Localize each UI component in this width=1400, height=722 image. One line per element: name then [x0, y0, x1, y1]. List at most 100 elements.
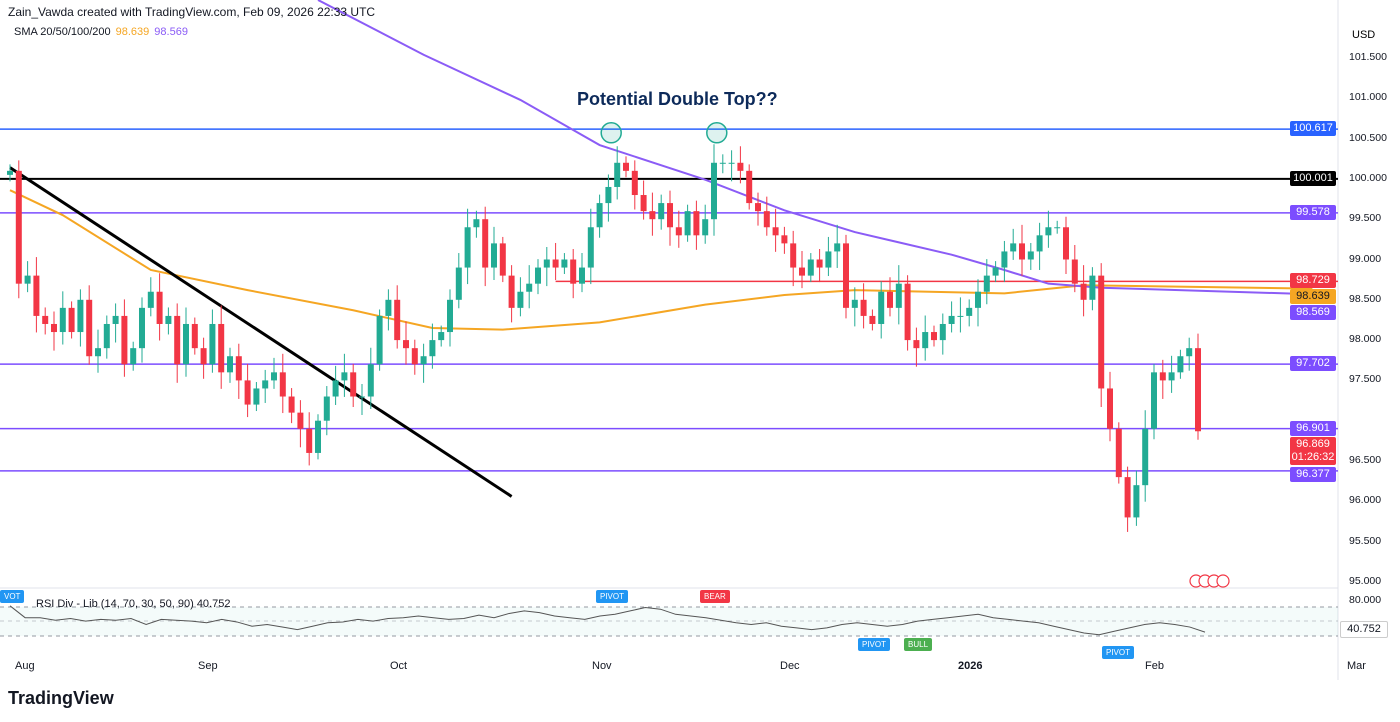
candle [323, 396, 330, 421]
sma-legend[interactable]: SMA 20/50/100/200 98.639 98.569 [14, 26, 188, 38]
candle [1177, 356, 1184, 373]
candle [376, 315, 383, 365]
candle [552, 259, 559, 268]
candle [332, 380, 339, 397]
candle [631, 170, 638, 196]
y-tick-label: 95.500 [1349, 534, 1382, 547]
candle [262, 380, 269, 389]
candle [235, 356, 242, 381]
candle [755, 203, 761, 212]
candle [1195, 348, 1201, 432]
candle [570, 259, 577, 284]
candle [420, 356, 427, 365]
x-tick-label: Sep [198, 660, 218, 672]
candle [623, 162, 629, 171]
rsi-value-label: 40.752 [1340, 621, 1388, 638]
candle [86, 299, 93, 357]
candle [183, 323, 189, 365]
candle [1151, 372, 1157, 429]
candle [253, 388, 260, 405]
candle [526, 283, 533, 292]
rsi-line [9, 605, 1206, 636]
rsi-band [0, 607, 1338, 636]
candle [1124, 477, 1131, 518]
sma-100-value: 98.639 [115, 26, 150, 38]
candle [737, 162, 744, 171]
candle [411, 348, 418, 365]
candle [913, 340, 920, 349]
candle [271, 372, 277, 381]
y-tick-label: 99.000 [1349, 252, 1382, 265]
candle [438, 332, 445, 341]
candle [1019, 243, 1025, 260]
candle [1010, 243, 1017, 252]
y-tick-label: 97.500 [1349, 373, 1382, 386]
candle [7, 170, 13, 175]
price-label: 96.901 [1290, 420, 1336, 436]
candle [1027, 251, 1034, 260]
tradingview-logo[interactable]: TradingView [8, 688, 114, 708]
sma-200-value: 98.569 [154, 26, 188, 38]
candle [596, 203, 603, 228]
candle [834, 243, 841, 252]
attribution: Zain_Vawda created with TradingView.com,… [8, 5, 376, 19]
candle [658, 203, 665, 220]
candle [711, 162, 717, 220]
candle [807, 259, 814, 276]
candle [693, 211, 700, 236]
currency-label[interactable]: USD [1352, 29, 1376, 41]
candle [517, 291, 524, 308]
rsi-legend[interactable]: RSI Div - Lib (14, 70, 30, 50, 90) 40.75… [36, 598, 230, 610]
candle [1036, 235, 1043, 252]
candle [473, 219, 480, 228]
x-tick-label: Dec [780, 660, 800, 672]
candle [781, 235, 788, 244]
rsi-marker-vot: VOT [0, 590, 25, 603]
candle [992, 267, 999, 276]
candle [288, 396, 295, 413]
currency-flag-icon [1216, 574, 1230, 588]
candle [904, 283, 911, 341]
candle [772, 227, 779, 236]
candle [68, 307, 75, 333]
candle [878, 291, 885, 324]
candle [218, 323, 225, 373]
candle [121, 315, 128, 365]
candle [130, 348, 137, 365]
candle [957, 315, 964, 317]
price-label: 100.001 [1290, 170, 1336, 186]
price-label: 96.869 01:26:32 [1290, 436, 1336, 465]
candle [297, 412, 304, 429]
y-tick-label: 98.500 [1349, 292, 1382, 305]
candle [1098, 275, 1105, 389]
price-label: 97.702 [1290, 356, 1336, 372]
candle [975, 291, 981, 308]
trendline [9, 166, 513, 498]
candle [112, 315, 119, 324]
y-tick-label: 96.000 [1349, 494, 1382, 507]
candle [887, 291, 893, 308]
sma-label: SMA 20/50/100/200 [14, 26, 111, 38]
candle [482, 219, 489, 268]
candle [385, 299, 392, 316]
candle [429, 340, 436, 357]
candle [843, 243, 849, 308]
candle [51, 323, 57, 333]
candle [244, 380, 251, 405]
price-label: 99.578 [1290, 204, 1336, 220]
candle [1054, 227, 1061, 229]
rsi-marker-pivot: PIVOT [596, 590, 629, 603]
x-tick-label: Oct [390, 660, 408, 672]
price-label: 100.617 [1290, 121, 1336, 137]
candle [77, 299, 84, 333]
candle [227, 356, 233, 373]
candle [825, 251, 832, 268]
x-tick-label: Feb [1145, 660, 1164, 672]
y-tick-label: 95.000 [1349, 574, 1382, 587]
x-tick-label: 2026 [958, 660, 983, 672]
candle [579, 267, 585, 284]
candle [1133, 485, 1140, 518]
candle [165, 315, 172, 324]
candle [561, 259, 568, 268]
